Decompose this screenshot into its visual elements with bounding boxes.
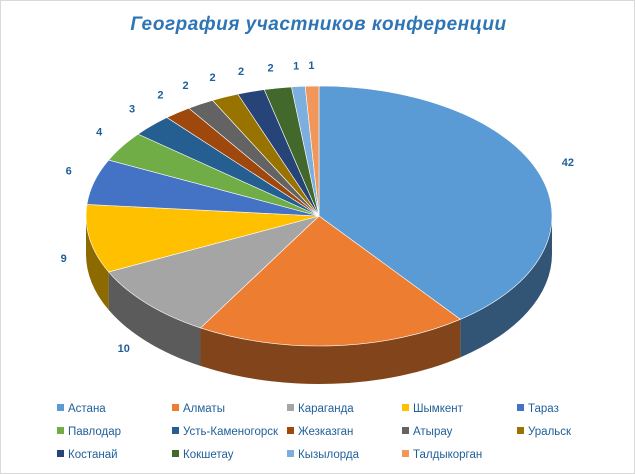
legend-label: Тараз	[528, 403, 559, 415]
data-label: 9	[61, 253, 67, 265]
legend-swatch	[57, 404, 64, 411]
legend-swatch	[402, 404, 409, 411]
legend-swatch	[172, 450, 179, 457]
data-label: 1	[293, 61, 299, 73]
legend-label: Усть-Каменогорск	[183, 426, 279, 438]
legend-item: Костанай	[57, 449, 118, 461]
legend-item: Усть-Каменогорск	[172, 426, 278, 438]
pie-slice-side	[108, 271, 201, 366]
legend-item: Шымкент	[402, 403, 463, 415]
legend-item: Тараз	[517, 403, 559, 415]
pie-slice	[304, 85, 320, 217]
legend-swatch	[402, 450, 409, 457]
legend-swatch	[172, 427, 179, 434]
legend-label: Шымкент	[413, 403, 463, 415]
data-label: 2	[210, 72, 216, 84]
data-label: 2	[157, 89, 163, 101]
legend-swatch	[402, 427, 409, 434]
pie-chart: 42201096432222211	[61, 60, 574, 384]
legend-item: Талдыкорган	[402, 449, 482, 461]
legend-label: Павлодар	[68, 426, 121, 438]
legend-swatch	[287, 427, 294, 434]
data-label: 2	[183, 80, 189, 92]
data-label: 2	[238, 66, 244, 78]
legend-label: Кызылорда	[298, 449, 359, 461]
data-label: 10	[118, 343, 130, 355]
legend-label: Жезказган	[298, 426, 354, 438]
legend-item: Астана	[57, 403, 106, 415]
pie-slice	[318, 85, 553, 320]
legend-swatch	[57, 450, 64, 457]
data-label: 6	[66, 165, 72, 177]
legend-swatch	[287, 404, 294, 411]
data-label: 3	[129, 103, 135, 115]
legend-swatch	[172, 404, 179, 411]
legend-item: Кокшетау	[172, 449, 234, 461]
legend-swatch	[57, 427, 64, 434]
legend-item: Караганда	[287, 403, 354, 415]
chart-title: География участников конференции	[130, 14, 507, 35]
pie-slice-side	[200, 319, 461, 384]
data-label: 1	[308, 60, 314, 72]
data-label: 4	[96, 127, 103, 139]
legend-label: Кокшетау	[183, 449, 234, 461]
data-label: 42	[562, 157, 574, 169]
pie-slice	[199, 215, 461, 347]
legend-label: Атырау	[413, 426, 453, 438]
legend-item: Уральск	[517, 426, 571, 438]
legend-item: Атырау	[402, 426, 452, 438]
legend-label: Уральск	[528, 426, 572, 438]
legend-item: Жезказган	[287, 426, 353, 438]
legend-label: Талдыкорган	[413, 449, 483, 461]
legend-swatch	[287, 450, 294, 457]
pie-slice-side	[460, 216, 552, 358]
data-label: 2	[268, 62, 274, 74]
legend-label: Караганда	[298, 403, 354, 415]
pie-slice	[85, 204, 320, 273]
legend-item: Кызылорда	[287, 449, 359, 461]
legend-label: Астана	[68, 403, 106, 415]
legend-swatch	[517, 404, 524, 411]
pie-slice	[108, 215, 320, 329]
pie-slice-side	[86, 216, 109, 310]
legend-label: Алматы	[183, 403, 225, 415]
legend-item: Алматы	[172, 403, 225, 415]
legend-item: Павлодар	[57, 426, 121, 438]
legend-label: Костанай	[68, 449, 118, 461]
legend-swatch	[517, 427, 524, 434]
